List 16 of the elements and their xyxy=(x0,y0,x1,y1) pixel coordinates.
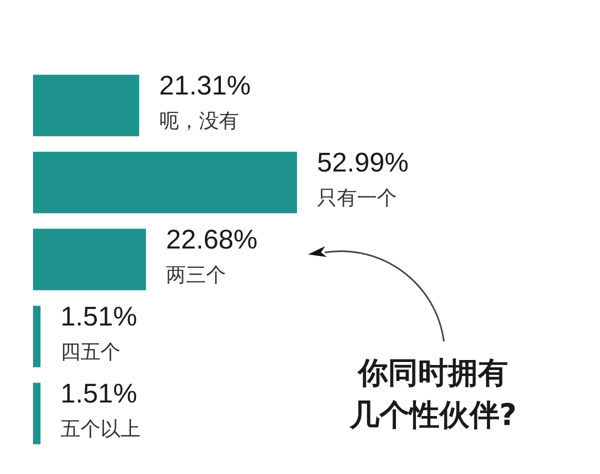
data-label: 22.68% xyxy=(166,224,258,254)
text: 你同时拥有几个性伙伴? xyxy=(348,356,517,433)
bar xyxy=(33,382,41,444)
y-tick-label: 只有一个 xyxy=(317,186,397,210)
bar xyxy=(33,152,297,214)
data-label: 52.99% xyxy=(317,148,409,178)
y-tick-label: 两三个 xyxy=(166,262,226,286)
bar xyxy=(33,306,41,368)
y-tick-label: 五个以上 xyxy=(60,416,141,440)
data-label: 21.31% xyxy=(159,70,251,100)
bar xyxy=(33,74,140,136)
y-tick-label: 四五个 xyxy=(60,340,121,364)
data-label: 1.51% xyxy=(60,302,138,332)
bar xyxy=(33,228,146,290)
y-tick-label: 呃，没有 xyxy=(159,108,240,132)
data-label: 1.51% xyxy=(60,378,138,408)
